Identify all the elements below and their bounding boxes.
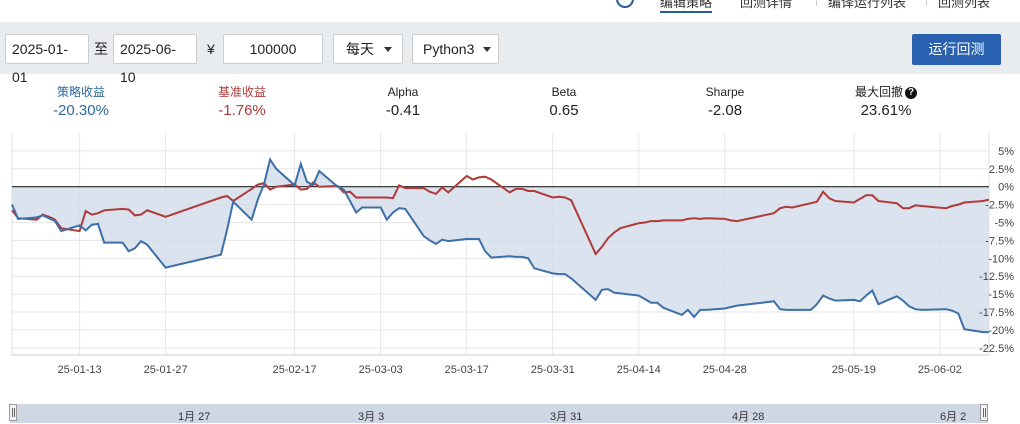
- x-tick-label: 25-03-03: [359, 364, 403, 376]
- x-tick-label: 25-03-31: [531, 364, 575, 376]
- metric-value: 0.65: [549, 102, 579, 119]
- metric-value: -20.30%: [53, 102, 109, 119]
- metric-strategy-return: 策略收益 -20.30%: [21, 84, 141, 121]
- metric-label: 最大回撤?: [826, 84, 946, 100]
- y-tick-label: -15%: [988, 289, 1014, 301]
- metric-label: Beta: [551, 85, 577, 99]
- help-icon[interactable]: ?: [905, 87, 917, 99]
- metric-label-text: 最大回撤: [854, 85, 903, 99]
- y-tick-label: -2.5%: [985, 200, 1014, 212]
- backtest-toolbar: 2025-01-01 至 2025-06-10 ¥ 100000 每天 Pyth…: [0, 22, 1020, 85]
- y-tick-label: -12.5%: [979, 271, 1014, 283]
- metric-label: Sharpe: [705, 85, 745, 99]
- navigator-right-handle[interactable]: [980, 404, 988, 421]
- language-select[interactable]: Python3: [412, 34, 499, 64]
- x-tick-label: 25-03-17: [445, 364, 489, 376]
- run-backtest-button[interactable]: 运行回测: [912, 34, 1001, 65]
- x-tick-label: 25-05-19: [832, 364, 876, 376]
- navigator-label: 3月 31: [550, 411, 583, 423]
- y-tick-label: -22.5%: [979, 343, 1014, 355]
- metric-max-drawdown: 最大回撤? 23.61%: [826, 84, 946, 121]
- metric-value: 23.61%: [860, 102, 912, 119]
- chevron-down-icon: [483, 47, 491, 52]
- metric-sharpe: Sharpe -2.08: [665, 84, 785, 121]
- y-tick-label: 0%: [998, 182, 1014, 194]
- navigator-label: 6月 2: [940, 411, 967, 423]
- top-tab-strip: 编辑策略 回测详情 编译运行列表 回测列表: [0, 0, 1020, 22]
- metric-alpha: Alpha -0.41: [343, 84, 463, 121]
- y-tick-label: -7.5%: [985, 235, 1014, 247]
- tab-compile-run-list[interactable]: 编译运行列表: [828, 0, 907, 10]
- strategy-line: [11, 157, 989, 334]
- y-tick-label: -10%: [988, 253, 1014, 265]
- range-navigator[interactable]: [10, 404, 988, 423]
- y-tick-label: -20%: [988, 325, 1014, 337]
- date-range-separator: 至: [94, 41, 108, 57]
- frequency-value: 每天: [346, 41, 374, 57]
- x-tick-label: 25-01-27: [144, 364, 188, 376]
- end-date-input[interactable]: 2025-06-10: [113, 34, 197, 85]
- navigator-label: 3月 3: [358, 411, 385, 423]
- start-date-input[interactable]: 2025-01-01: [5, 34, 89, 85]
- metric-value: -1.76%: [218, 102, 266, 119]
- tab-divider: [816, 0, 817, 6]
- metric-beta: Beta 0.65: [504, 84, 624, 121]
- tab-backtest-details[interactable]: 回测详情: [740, 0, 793, 10]
- y-tick-label: 2.5%: [989, 164, 1014, 176]
- y-tick-label: 5%: [998, 146, 1014, 158]
- currency-symbol: ¥: [207, 41, 215, 57]
- loading-ring-icon: [616, 0, 634, 8]
- tab-divider: [926, 0, 927, 6]
- caret-down-icon: [384, 47, 392, 52]
- language-value: Python3: [423, 41, 475, 57]
- x-tick-label: 25-06-02: [918, 364, 962, 376]
- y-tick-label: -5%: [994, 218, 1014, 230]
- metric-label: 策略收益: [56, 85, 105, 99]
- tab-edit-strategy[interactable]: 编辑策略: [660, 0, 713, 13]
- x-tick-label: 25-02-17: [273, 364, 317, 376]
- navigator-label: 1月 27: [178, 411, 211, 423]
- tab-backtest-list[interactable]: 回测列表: [938, 0, 991, 10]
- navigator-label: 4月 28: [732, 411, 765, 423]
- frequency-select[interactable]: 每天: [333, 34, 403, 64]
- metric-label: 基准收益: [217, 85, 266, 99]
- metric-benchmark-return: 基准收益 -1.76%: [182, 84, 302, 121]
- navigator-left-handle[interactable]: [9, 404, 17, 421]
- returns-chart[interactable]: 5% 2.5% 0% -2.5% -5% -7.5% -10% -12.5% -15% -17.5…: [0, 125, 1020, 403]
- benchmark-line: [11, 174, 990, 256]
- metric-value: -2.08: [707, 102, 743, 119]
- y-tick-label: -17.5%: [979, 307, 1014, 319]
- metric-label: Alpha: [387, 85, 419, 99]
- metric-value: -0.41: [385, 102, 421, 119]
- x-tick-label: 25-04-14: [617, 364, 661, 376]
- initial-capital-input[interactable]: 100000: [223, 34, 323, 64]
- x-tick-label: 25-04-28: [703, 364, 747, 376]
- x-tick-label: 25-01-13: [58, 364, 102, 376]
